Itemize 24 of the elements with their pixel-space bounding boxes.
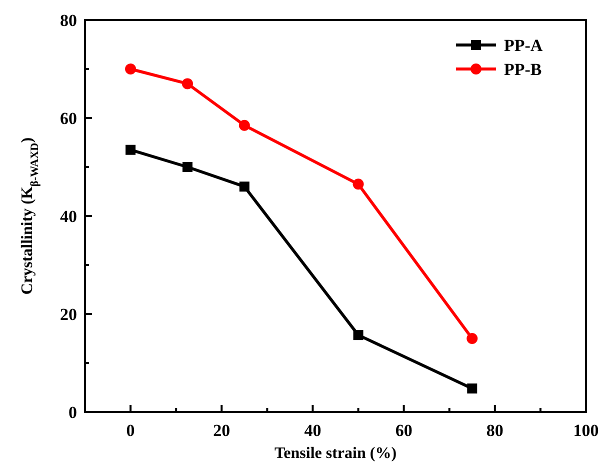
point <box>182 78 193 90</box>
x-tick-label: 20 <box>213 421 230 440</box>
point <box>352 178 364 190</box>
x-tick-label: 80 <box>486 421 504 440</box>
x-tick-label: 0 <box>126 421 135 440</box>
y-tick-label: 0 <box>68 403 77 422</box>
y-tick-label: 40 <box>60 207 77 226</box>
point <box>353 330 364 340</box>
x-tick-label: 40 <box>304 421 322 440</box>
point <box>126 144 136 155</box>
point <box>239 182 250 192</box>
y-tick-label: 80 <box>60 11 77 30</box>
x-tick-label: 100 <box>573 421 599 440</box>
point <box>238 120 250 131</box>
point <box>467 383 478 394</box>
y-tick-label: 20 <box>60 305 77 324</box>
point <box>182 162 192 172</box>
legend-label: PP-B <box>504 60 542 79</box>
point <box>466 333 478 344</box>
x-tick-label: 60 <box>395 421 412 440</box>
y-tick-label: 60 <box>60 109 77 128</box>
x-axis-title: Tensile strain (%) <box>274 445 397 462</box>
point <box>125 64 136 74</box>
legend-label: PP-A <box>504 36 544 55</box>
